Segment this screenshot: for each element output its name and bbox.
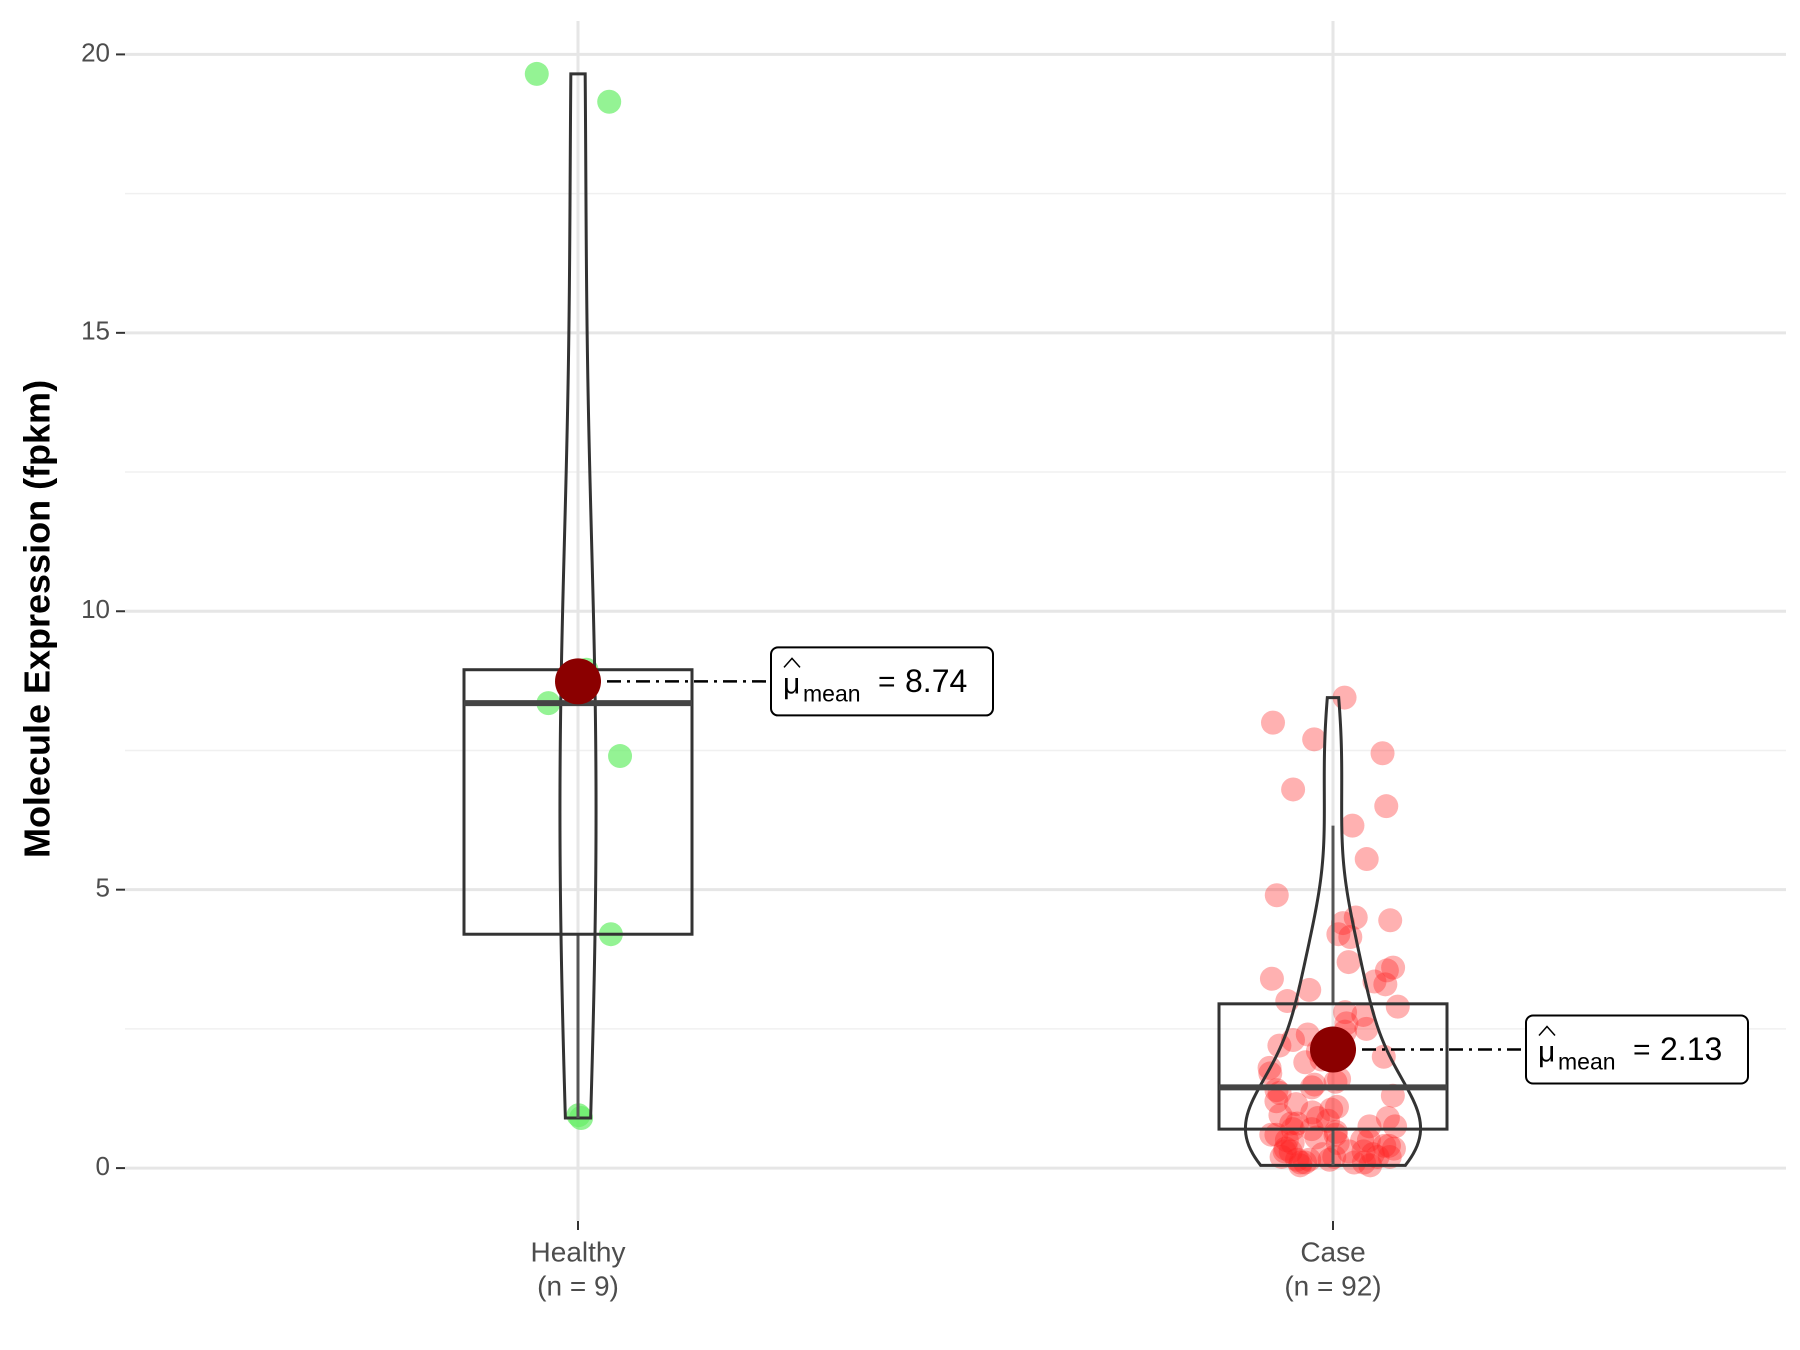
data-point <box>1357 1114 1382 1139</box>
mean-symbol: μ <box>783 667 800 700</box>
data-point <box>1373 972 1398 997</box>
box <box>1217 1002 1449 1131</box>
data-point <box>1293 1150 1318 1175</box>
x-tick-sublabel: (n = 92) <box>1284 1270 1381 1301</box>
data-point <box>524 61 549 86</box>
data-point <box>1268 1103 1293 1128</box>
data-point <box>1351 1002 1376 1027</box>
data-point <box>1374 958 1399 983</box>
y-tick-label: 0 <box>96 1151 110 1181</box>
mean-label-box <box>1525 1014 1749 1085</box>
x-tick-label: Case <box>1300 1236 1365 1267</box>
data-point <box>1272 1139 1297 1164</box>
mean-subscript: mean <box>803 680 861 706</box>
data-point <box>1267 1033 1292 1058</box>
data-point <box>1284 1092 1309 1117</box>
data-point <box>1340 813 1365 838</box>
data-point <box>1365 1144 1390 1169</box>
data-point <box>1354 1016 1379 1041</box>
mean-point <box>555 658 601 705</box>
data-point <box>1375 1105 1400 1130</box>
data-point <box>1351 1139 1376 1164</box>
data-point <box>1305 1105 1330 1130</box>
mean-label-box <box>770 646 994 717</box>
data-point <box>1354 847 1379 872</box>
data-point <box>597 89 622 114</box>
data-point <box>1297 977 1322 1002</box>
data-point <box>1376 1133 1401 1158</box>
y-tick-label: 20 <box>81 37 110 67</box>
data-point <box>1372 1133 1397 1158</box>
data-point <box>1288 1150 1313 1175</box>
data-point <box>1350 1128 1375 1153</box>
data-point <box>1304 1125 1329 1150</box>
data-point <box>1385 994 1410 1019</box>
data-point <box>1316 1108 1341 1133</box>
data-point <box>1302 727 1327 752</box>
violin <box>558 72 598 1120</box>
data-point <box>1336 1139 1361 1164</box>
data-point <box>1310 1142 1335 1167</box>
mean-symbol: μ <box>1538 1035 1555 1068</box>
y-axis-label: Molecule Expression (fpkm) <box>17 380 58 858</box>
x-tick-label: Healthy <box>531 1236 626 1267</box>
data-point <box>1319 1097 1344 1122</box>
data-point <box>608 744 633 769</box>
mean-hat <box>1538 1025 1556 1036</box>
y-tick-label: 5 <box>96 873 110 903</box>
data-point <box>1370 741 1395 766</box>
data-point <box>1330 911 1355 936</box>
data-point <box>1269 1144 1294 1169</box>
data-point <box>1371 1044 1396 1069</box>
data-point <box>1280 1131 1305 1156</box>
data-point <box>1377 1144 1402 1169</box>
data-point <box>1260 710 1285 735</box>
mean-subscript: mean <box>1558 1049 1616 1075</box>
data-point <box>1274 1128 1299 1153</box>
data-point <box>1336 950 1361 975</box>
mean-equals: = <box>878 665 896 698</box>
data-point <box>1360 1142 1385 1167</box>
data-point <box>1300 1100 1325 1125</box>
mean-value: 2.13 <box>1660 1031 1722 1067</box>
data-point <box>1378 908 1403 933</box>
data-point <box>1333 1000 1358 1025</box>
data-point <box>1362 969 1387 994</box>
data-point <box>1324 1094 1349 1119</box>
data-point <box>1278 1139 1303 1164</box>
mean-hat <box>783 657 801 668</box>
data-point <box>1383 1114 1408 1139</box>
data-point <box>1374 794 1399 819</box>
data-point <box>1264 883 1289 908</box>
x-tick-sublabel: (n = 9) <box>537 1270 619 1301</box>
y-tick-label: 10 <box>81 594 110 624</box>
data-point <box>1351 1150 1376 1175</box>
violin <box>1243 696 1423 1167</box>
data-point <box>1264 1089 1289 1114</box>
data-point <box>1342 1150 1367 1175</box>
mean-point <box>1310 1026 1356 1073</box>
y-tick-label: 15 <box>81 316 110 346</box>
data-point <box>1381 955 1406 980</box>
data-point <box>1323 1119 1348 1144</box>
data-point <box>1281 777 1306 802</box>
data-point <box>1356 1128 1381 1153</box>
mean-equals: = <box>1633 1033 1651 1066</box>
data-point <box>1259 966 1284 991</box>
data-point <box>1273 1136 1298 1161</box>
data-point <box>1259 1122 1284 1147</box>
mean-value: 8.74 <box>905 663 967 699</box>
data-point <box>1381 1136 1406 1161</box>
